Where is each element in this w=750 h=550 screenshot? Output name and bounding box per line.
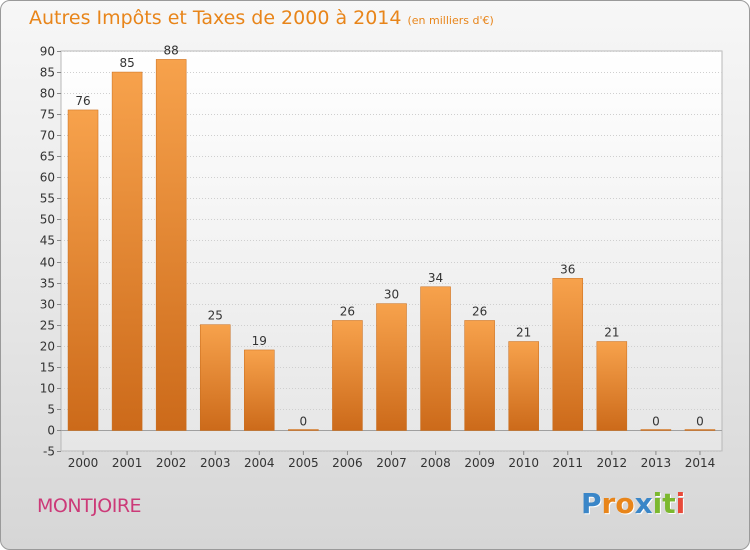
x-tick-label: 2007 bbox=[376, 456, 407, 470]
bar bbox=[199, 324, 231, 431]
y-tick-label: 50 bbox=[40, 213, 55, 227]
bar bbox=[640, 429, 672, 431]
y-tick-label: 35 bbox=[40, 277, 55, 291]
bar-value-label: 34 bbox=[428, 271, 443, 285]
bar-value-label: 85 bbox=[119, 56, 134, 70]
x-tick-label: 2006 bbox=[332, 456, 363, 470]
y-tick-label: 25 bbox=[40, 319, 55, 333]
x-tick-label: 2001 bbox=[112, 456, 143, 470]
y-tick-label: 45 bbox=[40, 234, 55, 248]
x-tick-label: 2002 bbox=[156, 456, 187, 470]
bar bbox=[244, 349, 275, 431]
x-tick-label: 2008 bbox=[420, 456, 451, 470]
bar bbox=[552, 278, 584, 431]
logo-letter: t bbox=[662, 487, 676, 520]
proxiti-logo: Proxiti bbox=[581, 487, 685, 520]
y-tick-label: 55 bbox=[40, 192, 55, 206]
logo-letter: x bbox=[634, 487, 653, 520]
bar bbox=[684, 429, 716, 431]
y-tick-label: -5 bbox=[43, 445, 55, 459]
y-tick-label: 65 bbox=[40, 150, 55, 164]
y-tick-label: 30 bbox=[40, 298, 55, 312]
chart-title-text: Autres Impôts et Taxes de 2000 à 2014 bbox=[29, 7, 402, 29]
bar bbox=[596, 341, 628, 431]
logo-letter: P bbox=[581, 487, 602, 520]
y-tick-label: 10 bbox=[40, 382, 55, 396]
chart-unit: (en milliers d'€) bbox=[407, 14, 494, 27]
bar-value-label: 19 bbox=[252, 334, 267, 348]
bar-value-label: 0 bbox=[696, 415, 704, 429]
bar bbox=[111, 71, 143, 431]
x-tick-label: 2010 bbox=[508, 456, 539, 470]
y-tick-label: 0 bbox=[47, 424, 55, 438]
x-tick-label: 2011 bbox=[552, 456, 583, 470]
bar-value-label: 21 bbox=[604, 326, 619, 340]
x-tick-label: 2013 bbox=[641, 456, 672, 470]
bar-value-label: 25 bbox=[208, 309, 223, 323]
y-tick-label: 5 bbox=[47, 403, 55, 417]
bar-value-label: 0 bbox=[652, 415, 660, 429]
bar bbox=[420, 286, 451, 431]
bar bbox=[288, 429, 319, 431]
bar-value-label: 0 bbox=[300, 415, 308, 429]
x-tick-label: 2000 bbox=[68, 456, 99, 470]
y-tick-label: 20 bbox=[40, 340, 55, 354]
x-tick-label: 2005 bbox=[288, 456, 319, 470]
bar-value-label: 26 bbox=[472, 304, 487, 318]
y-tick-label: 90 bbox=[40, 45, 55, 59]
commune-name: MONTJOIRE bbox=[37, 495, 142, 517]
x-tick-label: 2014 bbox=[685, 456, 716, 470]
bar bbox=[508, 341, 539, 431]
bar bbox=[376, 303, 407, 431]
x-tick-label: 2004 bbox=[244, 456, 275, 470]
y-tick-label: 70 bbox=[40, 129, 55, 143]
logo-letter: i bbox=[675, 487, 686, 520]
y-tick-label: 60 bbox=[40, 171, 55, 185]
x-tick-label: 2009 bbox=[464, 456, 495, 470]
y-tick-label: 15 bbox=[40, 361, 55, 375]
y-tick-label: 80 bbox=[40, 87, 55, 101]
logo-letter: i bbox=[652, 487, 663, 520]
bar bbox=[67, 109, 99, 431]
bar-value-label: 30 bbox=[384, 288, 399, 302]
y-tick-label: 40 bbox=[40, 256, 55, 270]
bar bbox=[155, 59, 187, 431]
y-tick-label: 75 bbox=[40, 108, 55, 122]
logo-letter: r bbox=[601, 487, 616, 520]
bar bbox=[332, 320, 363, 431]
bar-value-label: 76 bbox=[75, 94, 90, 108]
bar-value-label: 88 bbox=[164, 43, 179, 57]
y-tick-label: 85 bbox=[40, 66, 55, 80]
x-tick-label: 2003 bbox=[200, 456, 231, 470]
x-tick-label: 2012 bbox=[597, 456, 628, 470]
bar-value-label: 26 bbox=[340, 304, 355, 318]
chart-title: Autres Impôts et Taxes de 2000 à 2014 (en… bbox=[29, 7, 494, 29]
bar bbox=[464, 320, 495, 431]
bar-value-label: 36 bbox=[560, 262, 575, 276]
logo-letter: o bbox=[615, 487, 635, 520]
bar-value-label: 21 bbox=[516, 326, 531, 340]
